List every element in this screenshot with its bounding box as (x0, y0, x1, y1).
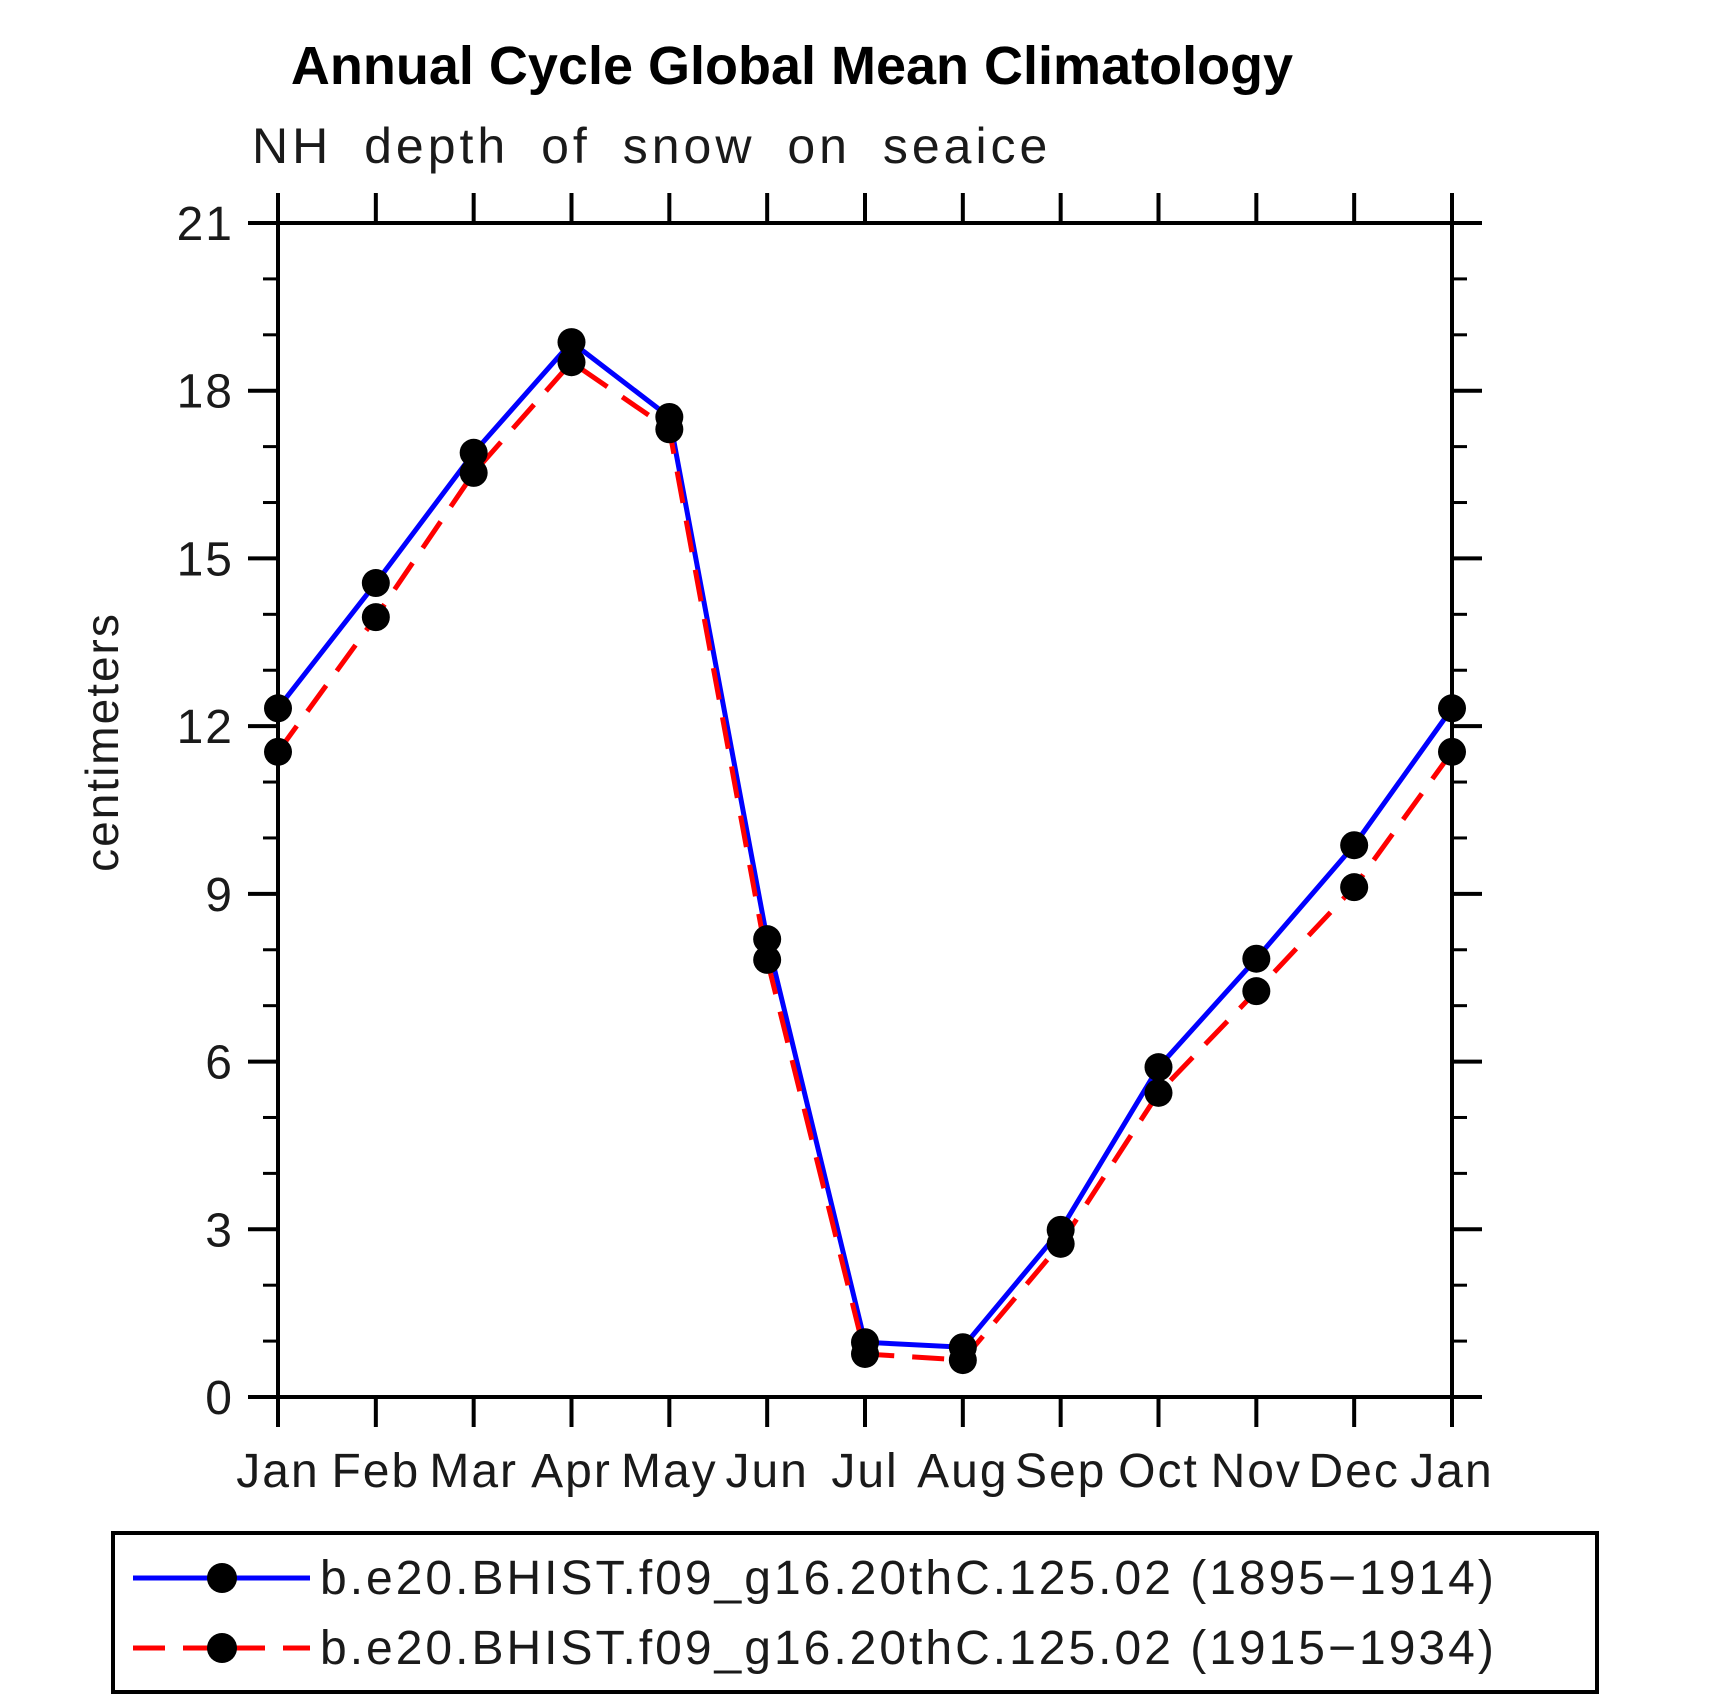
y-tick-label: 9 (205, 869, 234, 922)
x-tick-label: Mar (429, 1445, 518, 1498)
series-1-data-point-marker (753, 945, 782, 974)
series-1-data-point-marker (1242, 977, 1271, 1006)
legend-marker-icon (207, 1563, 237, 1593)
x-tick-label: Feb (331, 1445, 420, 1498)
series-1-data-point-marker (264, 737, 292, 766)
series-1-data-point-marker (851, 1339, 879, 1368)
x-tick-label: May (621, 1445, 718, 1498)
legend-label-series-1: b.e20.BHIST.f09_g16.20thC.125.02 (1915−1… (320, 1622, 1497, 1675)
series-1-data-point-marker (1144, 1078, 1173, 1107)
series-1-data-point-marker (1340, 873, 1369, 902)
axes-frame-and-ticks (248, 193, 1482, 1427)
plot-frame (276, 221, 1454, 1399)
legend: b.e20.BHIST.f09_g16.20thC.125.02 (1895−1… (111, 1531, 1599, 1694)
series-0-data-point-marker (557, 328, 586, 357)
y-tick-label: 15 (177, 533, 234, 586)
series-0-data-point-marker (1242, 944, 1271, 973)
legend-marker-icon (207, 1633, 237, 1663)
series-0-data-point-marker (459, 438, 488, 467)
y-tick-label: 18 (177, 366, 234, 419)
y-tick-label: 21 (177, 198, 234, 251)
x-tick-label: Apr (531, 1445, 612, 1498)
series-1-data-point-marker (361, 603, 390, 632)
y-tick-label: 3 (205, 1204, 234, 1257)
series-0-data-point-marker (361, 569, 390, 598)
x-tick-label: Dec (1308, 1445, 1399, 1498)
y-axis-title: centimeters (76, 612, 128, 872)
series-0-data-point-marker (1144, 1053, 1173, 1082)
chart-subtitle: NH depth of snow on seaice (252, 118, 1051, 174)
x-tick-label: Jun (725, 1445, 808, 1498)
series-1-data-point-marker (655, 415, 684, 444)
y-tick-label: 0 (205, 1372, 234, 1425)
series-0-data-point-marker (1438, 694, 1466, 723)
x-tick-label: Nov (1211, 1445, 1302, 1498)
legend-label-series-0: b.e20.BHIST.f09_g16.20thC.125.02 (1895−1… (320, 1552, 1497, 1605)
x-axis-tick-labels: Jan Feb Mar Apr May Jun Jul Aug Sep Oct Nov Dec Jan (236, 1445, 1493, 1498)
x-tick-label: Sep (1015, 1445, 1106, 1498)
y-tick-label: 6 (205, 1037, 234, 1090)
series-1-data-point-marker (459, 458, 488, 487)
series-0-data-point-marker (753, 925, 782, 954)
series-0-line (276, 338, 1455, 1350)
series-1-data-point-marker (1046, 1229, 1075, 1258)
x-tick-label: Jul (831, 1445, 898, 1498)
series-1-data-point-marker (557, 348, 586, 377)
series-0-data-point-marker (1340, 831, 1369, 860)
series-1-line (275, 358, 1455, 1363)
legend-box (111, 1531, 1599, 1694)
series-0-data-point-marker (264, 694, 292, 723)
series-1-data-point-marker (948, 1346, 977, 1375)
data-series-layer (264, 328, 1466, 1375)
x-tick-label: Aug (917, 1445, 1008, 1498)
x-tick-label: Jan (1410, 1445, 1493, 1498)
page-title: Annual Cycle Global Mean Climatology (291, 36, 1293, 96)
series-1-data-point-marker (1438, 737, 1466, 766)
x-tick-label: Oct (1118, 1445, 1199, 1498)
x-tick-label: Jan (236, 1445, 319, 1498)
y-tick-label: 12 (177, 701, 234, 754)
y-axis-tick-labels: 0 3 6 9 12 15 18 21 (177, 198, 234, 1425)
